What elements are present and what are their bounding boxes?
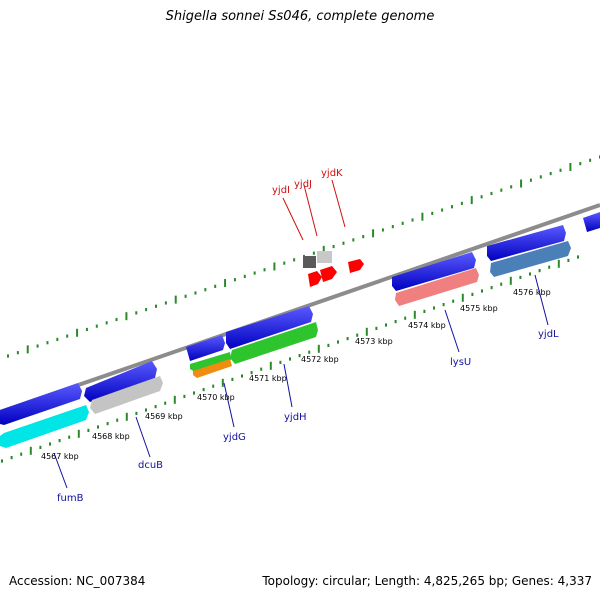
genome-backbone: [0, 203, 600, 414]
forward-leader-lines: [282, 179, 346, 241]
gene-label-yjdG[interactable]: yjdG: [223, 432, 246, 443]
scale-label: 4576 kbp: [513, 288, 551, 297]
gene-label-yjdI[interactable]: yjdI: [272, 185, 290, 196]
reverse-leader-lines: [53, 274, 549, 489]
scale-label: 4575 kbp: [460, 304, 498, 313]
gene-arrow[interactable]: [392, 252, 476, 291]
gene-arrow-fumB[interactable]: [0, 405, 89, 448]
gene-arrow[interactable]: [226, 306, 313, 349]
genome-summary: Topology: circular; Length: 4,825,265 bp…: [262, 574, 592, 588]
genome-title: Shigella sonnei Ss046, complete genome: [165, 9, 435, 24]
gene-arrow-yjdG[interactable]: [190, 352, 231, 372]
gene-box-yjdI[interactable]: [303, 256, 316, 268]
gene-label-lysU[interactable]: lysU: [450, 357, 471, 368]
scale-label: 4572 kbp: [301, 355, 339, 364]
gene-arrow[interactable]: [0, 383, 82, 425]
gene-box-red-2[interactable]: [320, 266, 337, 282]
scale-label: 4573 kbp: [355, 337, 393, 346]
scale-labels: 4567 kbp 4568 kbp 4569 kbp 4570 kbp 4571 kbp…: [41, 288, 551, 461]
gene-box-red-1[interactable]: [308, 271, 322, 287]
gene-arrow-yjdG-b[interactable]: [193, 359, 232, 378]
gene-arrow[interactable]: [186, 335, 225, 361]
gene-arrow[interactable]: [84, 361, 157, 402]
gene-label-yjdH[interactable]: yjdH: [284, 412, 307, 423]
gene-label-yjdJ[interactable]: yjdJ: [294, 179, 312, 190]
scale-label: 4568 kbp: [92, 432, 130, 441]
gene-label-dcuB[interactable]: dcuB: [138, 460, 163, 471]
outer-tick-track: [7, 155, 600, 358]
gene-label-yjdL[interactable]: yjdL: [538, 329, 559, 340]
gene-arrow-yjdL[interactable]: [490, 241, 571, 277]
gene-box-yjdJ[interactable]: [317, 251, 332, 263]
reverse-genes: [0, 241, 571, 448]
gene-arrow-yjdH[interactable]: [230, 322, 318, 364]
gene-arrow[interactable]: [487, 225, 566, 261]
scale-label: 4571 kbp: [249, 374, 287, 383]
gene-arrow-lysU[interactable]: [395, 268, 479, 306]
gene-label-yjdK[interactable]: yjdK: [321, 168, 343, 179]
scale-label: 4567 kbp: [41, 452, 79, 461]
gene-box-yjdK[interactable]: [348, 259, 364, 273]
scale-label: 4569 kbp: [145, 412, 183, 421]
scale-label: 4570 kbp: [197, 393, 235, 402]
accession-label: Accession: NC_007384: [9, 574, 146, 588]
gene-arrow-dcuB[interactable]: [90, 376, 163, 414]
gene-label-fumB[interactable]: fumB: [57, 493, 84, 504]
small-genes: [303, 251, 364, 287]
forward-genes: [0, 212, 600, 425]
gene-arrow[interactable]: [583, 212, 600, 232]
scale-label: 4574 kbp: [408, 321, 446, 330]
inner-tick-track: [1, 255, 579, 463]
